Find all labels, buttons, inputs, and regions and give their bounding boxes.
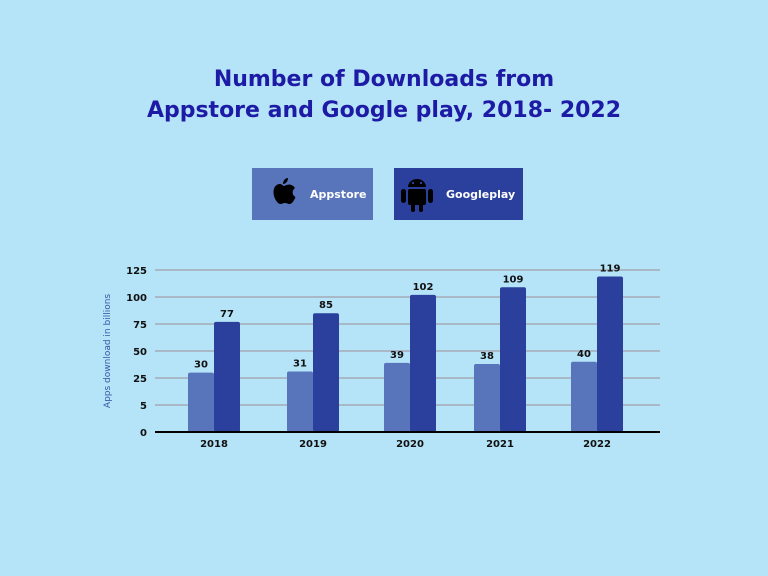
y-tick-label: 100 — [126, 293, 147, 304]
bar-googleplay-2018 — [214, 321, 240, 432]
data-label: 30 — [194, 360, 208, 371]
bar-appstore-2021 — [474, 363, 500, 432]
bar-appstore-2020 — [384, 362, 410, 432]
title-line-2: Appstore and Google play, 2018- 2022 — [146, 98, 622, 123]
legend-label-googleplay: Googleplay — [446, 187, 516, 201]
data-label: 31 — [293, 359, 307, 370]
x-tick-label: 2019 — [299, 439, 327, 450]
data-label: 119 — [600, 263, 621, 274]
y-tick-label: 5 — [140, 401, 147, 412]
x-tick-label: 2021 — [486, 439, 514, 450]
android-icon — [401, 179, 433, 212]
title-line-1: Number of Downloads from — [213, 67, 555, 92]
bar-appstore-2019 — [287, 371, 313, 432]
data-label: 102 — [413, 282, 434, 293]
bar-appstore-2022 — [571, 361, 597, 432]
y-tick-label: 125 — [126, 266, 147, 277]
legend-label-appstore: Appstore — [310, 187, 367, 201]
legend-googleplay: Googleplay — [394, 168, 523, 220]
data-label: 40 — [577, 349, 591, 360]
x-tick-label: 2020 — [396, 439, 424, 450]
y-tick-label: 75 — [133, 320, 147, 331]
legend-appstore: Appstore — [252, 168, 373, 220]
data-label: 39 — [390, 350, 404, 361]
chart-title: Number of Downloads from Appstore and Go… — [0, 64, 768, 126]
bar-googleplay-2019 — [313, 313, 339, 432]
y-tick-label: 25 — [133, 374, 147, 385]
bar-googleplay-2022 — [597, 276, 623, 432]
bar-googleplay-2020 — [410, 294, 436, 432]
apple-icon — [273, 178, 296, 204]
bar-googleplay-2021 — [500, 287, 526, 432]
bar-appstore-2018 — [188, 372, 214, 432]
x-tick-label: 2018 — [200, 439, 228, 450]
data-label: 38 — [480, 351, 494, 362]
x-tick-label: 2022 — [583, 439, 611, 450]
data-label: 77 — [220, 309, 234, 320]
y-axis-label: Apps download in billions — [103, 294, 113, 409]
data-label: 85 — [319, 300, 333, 311]
y-tick-label: 50 — [133, 347, 147, 358]
data-label: 109 — [503, 274, 524, 285]
y-tick-label: 0 — [140, 428, 147, 439]
